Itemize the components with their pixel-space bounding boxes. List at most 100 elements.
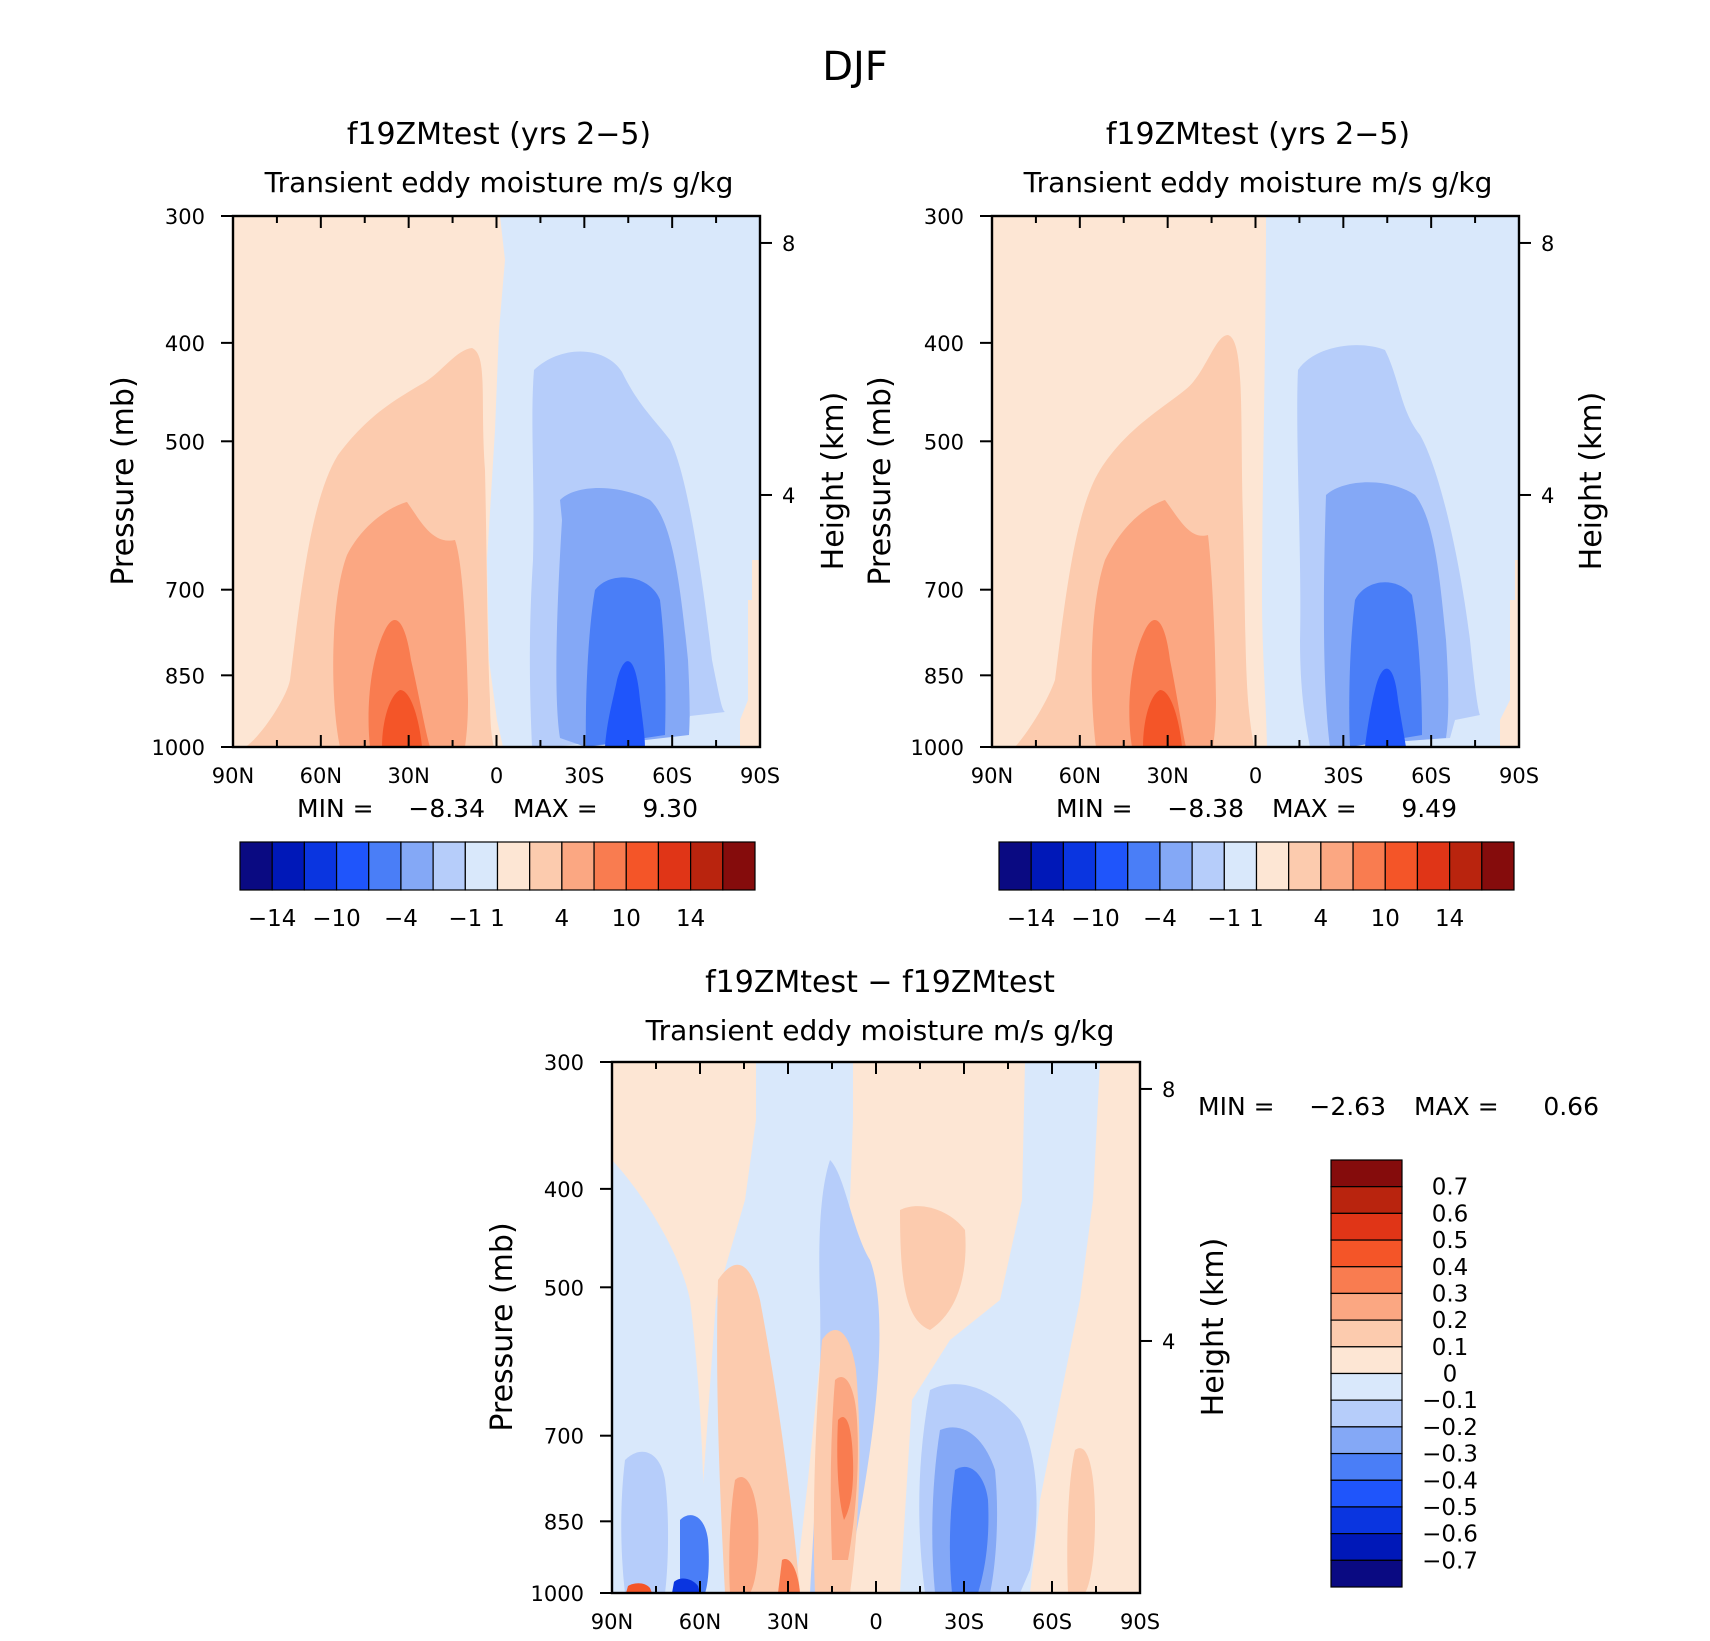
y-tick-label: 500 — [165, 430, 205, 454]
panel-2-colorbar: −14 −10 −4 −1 1 4 10 14 — [998, 841, 1515, 932]
colorbar-swatch — [1330, 1559, 1403, 1588]
x-tick-label: 90S — [1499, 764, 1539, 788]
colorbar-swatch — [1330, 1159, 1403, 1188]
x-tick-label: 90N — [591, 1610, 633, 1634]
p3-neg-dark — [672, 1578, 700, 1593]
panel-1-max-value: 9.30 — [642, 794, 698, 823]
panel-2-contours — [992, 216, 1519, 747]
panel-2-ylabel: Pressure (mb) — [863, 376, 898, 585]
panel-1-contours — [233, 216, 760, 747]
colorbar-swatch — [1330, 1266, 1403, 1295]
y-tick-label: 1000 — [911, 736, 964, 760]
colorbar-label: −1 — [448, 906, 482, 932]
colorbar-label: −0.1 — [1422, 1388, 1478, 1414]
y-tick-label: 300 — [924, 205, 964, 229]
colorbar-swatch — [496, 841, 531, 891]
colorbar-label: −10 — [1071, 906, 1120, 932]
y-tick-label: 700 — [165, 579, 205, 603]
panel-1-subtitle: Transient eddy moisture m/s g/kg — [264, 166, 734, 199]
colorbar-label: −0.5 — [1422, 1495, 1478, 1521]
y-tick-label: 300 — [165, 205, 205, 229]
x-tick-label: 60N — [300, 764, 342, 788]
colorbar-swatch — [998, 841, 1032, 891]
x-tick-label: 30S — [944, 1610, 984, 1634]
colorbar-swatch — [1330, 1346, 1403, 1375]
y-tick-label: 400 — [165, 332, 205, 356]
colorbar-swatch — [1330, 1533, 1403, 1561]
x-tick-label: 60S — [1411, 764, 1451, 788]
colorbar-swatch — [529, 841, 563, 891]
x-tick-label: 30S — [1323, 764, 1363, 788]
colorbar-swatch — [1062, 841, 1097, 891]
panel-2-axes: 90N 60N 30N 0 30S 60S 90S 3004005007008501000 … — [863, 205, 1609, 788]
colorbar-swatch — [1352, 841, 1386, 891]
panel-1-min-label: MIN = — [297, 794, 374, 823]
colorbar-label: 0.2 — [1432, 1308, 1469, 1334]
colorbar-label: −0.6 — [1422, 1522, 1478, 1548]
y-tick-label: 700 — [544, 1425, 584, 1449]
panel-2-y2label: Height (km) — [1574, 392, 1609, 571]
colorbar-swatch — [368, 841, 402, 891]
colorbar-label: 4 — [1314, 906, 1329, 932]
figure-title: DJF — [822, 44, 888, 90]
x-tick-label: 0 — [1249, 764, 1262, 788]
x-tick-label: 60S — [652, 764, 692, 788]
y2-tick-label: 4 — [1162, 1330, 1175, 1354]
colorbar-swatch — [400, 841, 434, 891]
colorbar-swatch — [1330, 1186, 1403, 1214]
colorbar-swatch — [1449, 841, 1483, 891]
colorbar-swatch — [239, 841, 273, 891]
y-tick-label: 850 — [165, 664, 205, 688]
y2-tick-label: 4 — [782, 484, 795, 508]
p3-neg-left-3 — [680, 1515, 709, 1593]
colorbar-label: 1 — [490, 906, 505, 932]
colorbar-swatch — [271, 841, 305, 891]
colorbar-swatch — [690, 841, 724, 891]
colorbar-swatch — [1330, 1372, 1403, 1401]
panel-2-max-value: 9.49 — [1401, 794, 1457, 823]
colorbar-label: −1 — [1207, 906, 1241, 932]
colorbar-label: 10 — [1371, 906, 1400, 932]
colorbar-swatch — [1330, 1479, 1403, 1508]
x-tick-label: 0 — [490, 764, 503, 788]
colorbar-swatch — [1481, 841, 1515, 891]
colorbar-label: 14 — [1435, 906, 1464, 932]
p3-pos-5 — [900, 1206, 966, 1330]
panel-1-y2label: Height (km) — [816, 392, 851, 571]
colorbar-swatch — [1030, 841, 1064, 891]
colorbar-swatch — [657, 841, 692, 891]
colorbar-swatch — [561, 841, 595, 891]
x-tick-label: 90N — [971, 764, 1013, 788]
colorbar-swatch — [464, 841, 499, 891]
y2-tick-label: 4 — [1541, 484, 1554, 508]
colorbar-label: −4 — [1143, 906, 1177, 932]
y-tick-label: 850 — [544, 1510, 584, 1534]
panel-2-title: f19ZMtest (yrs 2−5) — [1106, 117, 1410, 152]
colorbar-label: 0.3 — [1432, 1281, 1469, 1307]
x-tick-label: 60S — [1032, 1610, 1072, 1634]
colorbar-swatch — [1320, 841, 1354, 891]
colorbar-swatch — [625, 841, 660, 891]
colorbar-label: −0.3 — [1422, 1442, 1478, 1468]
panel-3-subtitle: Transient eddy moisture m/s g/kg — [645, 1014, 1115, 1047]
p2-pos-4 — [1143, 690, 1182, 747]
p2-neg-5 — [1365, 668, 1406, 747]
p1-pos-4 — [382, 690, 422, 747]
colorbar-label: 0.1 — [1432, 1335, 1469, 1361]
panel-3-contours — [612, 1062, 1140, 1593]
colorbar-swatch — [1330, 1292, 1403, 1321]
panel-1-colorbar: −14 −10 −4 −1 1 4 10 14 — [239, 841, 756, 932]
x-tick-label: 90N — [212, 764, 254, 788]
colorbar-swatch — [1330, 1239, 1403, 1268]
panel-1-ylabel: Pressure (mb) — [106, 376, 141, 585]
p3-pos-dark — [626, 1583, 652, 1593]
panel-3-title: f19ZMtest − f19ZMtest — [705, 965, 1055, 1000]
colorbar-swatch — [1094, 841, 1129, 891]
colorbar-swatch — [593, 841, 627, 891]
x-tick-label: 30N — [387, 764, 429, 788]
colorbar-label: −0.4 — [1422, 1468, 1478, 1494]
y2-tick-label: 8 — [1162, 1078, 1175, 1102]
y2-tick-label: 8 — [782, 232, 795, 256]
colorbar-label: −0.2 — [1422, 1415, 1478, 1441]
panel-3-colorbar: 0.70.60.50.40.30.20.10−0.1−0.2−0.3−0.4−0… — [1330, 1159, 1478, 1588]
